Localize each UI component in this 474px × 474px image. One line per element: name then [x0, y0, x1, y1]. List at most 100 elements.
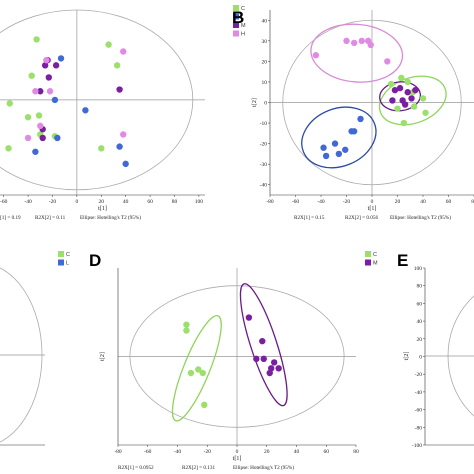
- x-tick-label: 40: [420, 199, 426, 205]
- y-tick-label: 80: [417, 284, 423, 290]
- point-M: [41, 62, 49, 69]
- point-C: [404, 78, 411, 86]
- legend-swatch-C: [233, 5, 239, 11]
- point-C: [105, 41, 112, 48]
- point-C: [201, 401, 208, 409]
- point-M: [52, 62, 60, 69]
- point-H: [37, 122, 44, 130]
- point-C: [394, 105, 401, 112]
- legend-label: H: [241, 32, 245, 38]
- point-C: [422, 109, 429, 116]
- group-ellipse-H: [310, 23, 404, 83]
- point-H: [384, 58, 391, 65]
- x-tick-label: 0: [371, 199, 374, 205]
- hotelling-ellipse: [129, 285, 345, 428]
- hotelling-ellipse: [0, 9, 194, 191]
- point-C: [183, 327, 190, 334]
- footer-text: Ellipse: Hotelling's T2 (95%): [233, 464, 294, 471]
- x-tick-label: -80: [266, 199, 274, 205]
- point-C: [195, 366, 202, 373]
- point-H: [24, 134, 32, 142]
- panel-a: -60 -40 -20 0 20 40 60 80 100 t[1] [1] = 0.19 R2X[2…: [0, 9, 205, 221]
- point-M: [401, 101, 409, 108]
- y-tick-label: 40: [262, 18, 268, 24]
- legend-label: C: [373, 252, 377, 258]
- y-tick-label: -20: [415, 372, 423, 378]
- group-ellipse-C: [171, 315, 222, 422]
- footer-text: Ellipse: Hotelling's T2 (95%): [390, 214, 451, 221]
- point-L: [116, 143, 123, 150]
- footer-text: R2X[2] = 0.056: [345, 215, 378, 221]
- group-ellipse-C: [378, 75, 447, 126]
- point-C: [199, 369, 206, 377]
- hotelling-ellipse: [282, 19, 462, 186]
- footer-text: [1] = 0.19: [0, 215, 21, 221]
- x-tick-label: 20: [99, 199, 105, 205]
- x-tick-label: 100: [195, 199, 204, 205]
- panel-b: -80 -60 -40 -20 0 20 40 60 80 t[1] -40 -30 -20 -10 0 10…: [252, 10, 474, 221]
- point-M: [408, 95, 415, 102]
- y-tick-label: 100: [414, 266, 423, 272]
- point-C: [24, 113, 32, 121]
- point-C: [387, 80, 395, 88]
- x-tick-label: -20: [49, 199, 57, 205]
- point-C: [35, 112, 43, 119]
- x-axis-label: t[1]: [98, 206, 107, 212]
- x-axis-label: t[1]: [368, 206, 377, 212]
- x-tick-label: -40: [174, 449, 182, 455]
- legend-swatch-L: [233, 13, 239, 20]
- point-H: [120, 48, 127, 55]
- y-axis-label: t[2]: [100, 352, 106, 361]
- point-L: [331, 140, 339, 147]
- point-M: [412, 86, 419, 94]
- panel-e: E 100 80 60 40 20 0 -20 -40 -60 -80 -100 t[2]: [397, 251, 474, 449]
- legend-swatch-M: [233, 22, 239, 28]
- panel-label-b: B: [232, 8, 244, 27]
- y-tick-label: -40: [260, 183, 268, 189]
- point-M: [37, 88, 44, 95]
- point-C: [33, 36, 40, 43]
- y-tick-label: 40: [417, 319, 423, 325]
- y-tick-label: 10: [262, 80, 268, 86]
- point-H: [43, 56, 50, 64]
- legend-label: M: [241, 23, 246, 29]
- x-tick-label: 20: [395, 199, 401, 205]
- y-tick-label: -40: [415, 390, 423, 396]
- y-tick-label: -20: [260, 142, 268, 148]
- legend-swatch-H: [233, 30, 239, 37]
- point-C: [187, 369, 195, 377]
- point-H: [46, 88, 54, 95]
- panel-label-e: E: [397, 251, 408, 270]
- point-L: [54, 134, 61, 142]
- x-tick-label: -40: [317, 199, 325, 205]
- legend-label: L: [66, 261, 69, 267]
- footer-text: R2X[1] = 0.15: [294, 215, 325, 221]
- point-M: [253, 355, 260, 363]
- point-H: [343, 37, 350, 45]
- legend-label: C: [241, 6, 245, 12]
- panel-label-d: D: [89, 251, 101, 270]
- point-M: [275, 365, 282, 372]
- point-C: [410, 103, 418, 110]
- point-C: [28, 72, 35, 79]
- point-L: [357, 115, 364, 123]
- y-tick-label: 0: [419, 355, 422, 361]
- y-tick-label: -30: [260, 162, 268, 168]
- point-M: [116, 86, 123, 93]
- point-L: [57, 55, 65, 62]
- x-tick-label: 0: [236, 449, 239, 455]
- x-axis-label: t[1]: [233, 456, 242, 462]
- legend-swatch-C: [365, 251, 371, 257]
- y-axis-label: t[2]: [404, 352, 410, 361]
- y-tick-label: 20: [417, 337, 423, 343]
- point-M: [245, 314, 253, 321]
- point-M: [270, 359, 278, 366]
- point-C: [419, 95, 427, 102]
- x-tick-label: -40: [24, 199, 32, 205]
- legend: CL: [58, 251, 70, 267]
- point-L: [335, 150, 343, 158]
- point-M: [259, 337, 266, 345]
- point-M: [396, 84, 404, 92]
